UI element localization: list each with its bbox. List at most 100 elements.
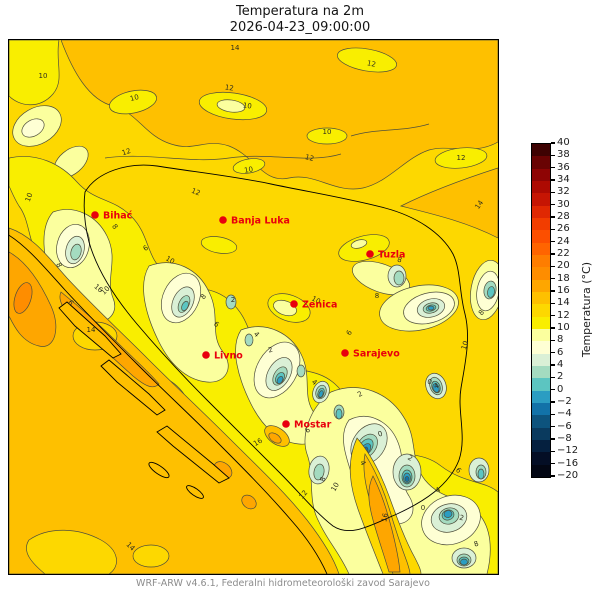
contour-label: 8 (396, 256, 402, 265)
tick-mark (551, 327, 555, 329)
colorbar-cell (532, 427, 550, 440)
contour-region (244, 333, 254, 347)
colorbar-cell (532, 156, 550, 169)
contour-label: 10 (129, 93, 140, 103)
tick-label: 2 (557, 371, 564, 383)
contour-label: 8 (319, 476, 328, 483)
contour-label: 10 (310, 295, 322, 306)
contour-region (21, 118, 45, 138)
colorbar-cell (532, 390, 550, 403)
colorbar-cell (532, 353, 550, 366)
city-marker: Mostar (282, 420, 332, 431)
contour-region (368, 475, 401, 573)
contour-region (186, 485, 204, 499)
tick-mark (551, 450, 555, 452)
contour-region (399, 167, 498, 239)
colorbar-tick: 6 (551, 346, 564, 358)
contour-label: 8 (375, 292, 379, 300)
contour-label: 10 (39, 72, 48, 80)
contour-label: 12 (121, 147, 132, 157)
colorbar-cell (532, 452, 550, 465)
colorbar-cell (532, 144, 550, 157)
city-label: Livno (214, 351, 243, 362)
contour-region (477, 468, 485, 480)
city-dot (366, 250, 374, 258)
colorbar-title: Temperatura (°C) (579, 262, 593, 358)
contour-label: 2 (231, 296, 235, 304)
contour-region (9, 251, 57, 347)
contour-region (225, 294, 237, 310)
contour-region (156, 425, 230, 484)
coastline (9, 234, 328, 574)
tick-label: 34 (557, 174, 570, 185)
cities-layer: Bihać Banja Luka Tuzla Zenica Livno Sarajevo M… (91, 211, 405, 431)
contour-region (434, 147, 488, 169)
contour-label: 4 (433, 381, 440, 390)
contour-label: 8 (477, 308, 486, 317)
contour-label: 2 (406, 454, 414, 463)
contour-label: 0 (377, 430, 384, 439)
colorbar-cell (532, 415, 550, 428)
tick-mark (551, 376, 555, 378)
map-frame: 14 10 10 12 10 12 12 14 12 10 12 10 10 12 8 6 8 6 10 10 8 6 4 2… (8, 39, 499, 575)
colorbar-tick: 16 (551, 286, 570, 296)
tick-label: −6 (557, 420, 572, 432)
tick-mark (551, 216, 555, 218)
tick-label: −2 (557, 396, 572, 407)
contour-label: 12 (304, 153, 315, 163)
colorbar-tick: 8 (551, 335, 563, 345)
tick-mark (551, 179, 555, 181)
tick-mark (551, 167, 555, 169)
contour-region (132, 544, 170, 568)
city-dot (91, 211, 99, 219)
city-label: Tuzla (378, 250, 405, 261)
contour-label: 10 (460, 340, 470, 351)
contour-label: 10 (164, 255, 176, 266)
colorbar-cell (532, 267, 550, 280)
city-marker: Livno (202, 351, 243, 362)
city-marker: Sarajevo (341, 349, 400, 360)
contour-label: 12 (298, 489, 310, 501)
colorbar-tick: 30 (551, 199, 570, 210)
contour-region (13, 282, 33, 314)
tick-label: 14 (557, 297, 570, 309)
contour-region (200, 236, 238, 254)
colorbar-tick: −8 (551, 434, 572, 444)
contour-region (487, 286, 495, 298)
tick-label: 6 (557, 346, 564, 358)
tick-mark (551, 475, 555, 477)
colorbar-cell (532, 230, 550, 243)
contour-region (443, 510, 453, 518)
tick-mark (551, 315, 555, 317)
colorbar-tick: 4 (551, 360, 563, 370)
contour-label: 10 (24, 192, 35, 203)
contour-label: 2 (356, 390, 364, 399)
colorbar-tick: 34 (551, 175, 570, 185)
contour-label: 12 (457, 154, 466, 162)
contour-label: 6 (66, 299, 75, 308)
tick-mark (551, 302, 555, 304)
colorbar-tick: 38 (551, 150, 570, 160)
tick-mark (551, 463, 555, 465)
tick-mark (551, 241, 555, 243)
tick-label: 16 (557, 285, 570, 296)
contour-label: 4 (358, 459, 367, 467)
tick-label: 40 (557, 137, 570, 148)
contour-label: 16 (252, 436, 264, 448)
colorbar-tick: 10 (551, 323, 570, 333)
warm-region-southwest (9, 227, 340, 574)
contour-label: 12 (366, 59, 376, 69)
tick-label: −4 (557, 408, 572, 420)
city-label: Sarajevo (353, 349, 400, 360)
colorbar-cell (532, 242, 550, 255)
city-dot (202, 351, 210, 359)
colorbar-tick: 18 (551, 273, 570, 284)
contour-label: 14 (87, 326, 96, 334)
contour-label: 6 (142, 243, 151, 252)
colorbar-cell (532, 304, 550, 317)
tick-label: 10 (557, 322, 570, 333)
tick-mark (551, 426, 555, 428)
colorbar-cell (532, 378, 550, 391)
yellow-pockets-north (9, 40, 488, 323)
